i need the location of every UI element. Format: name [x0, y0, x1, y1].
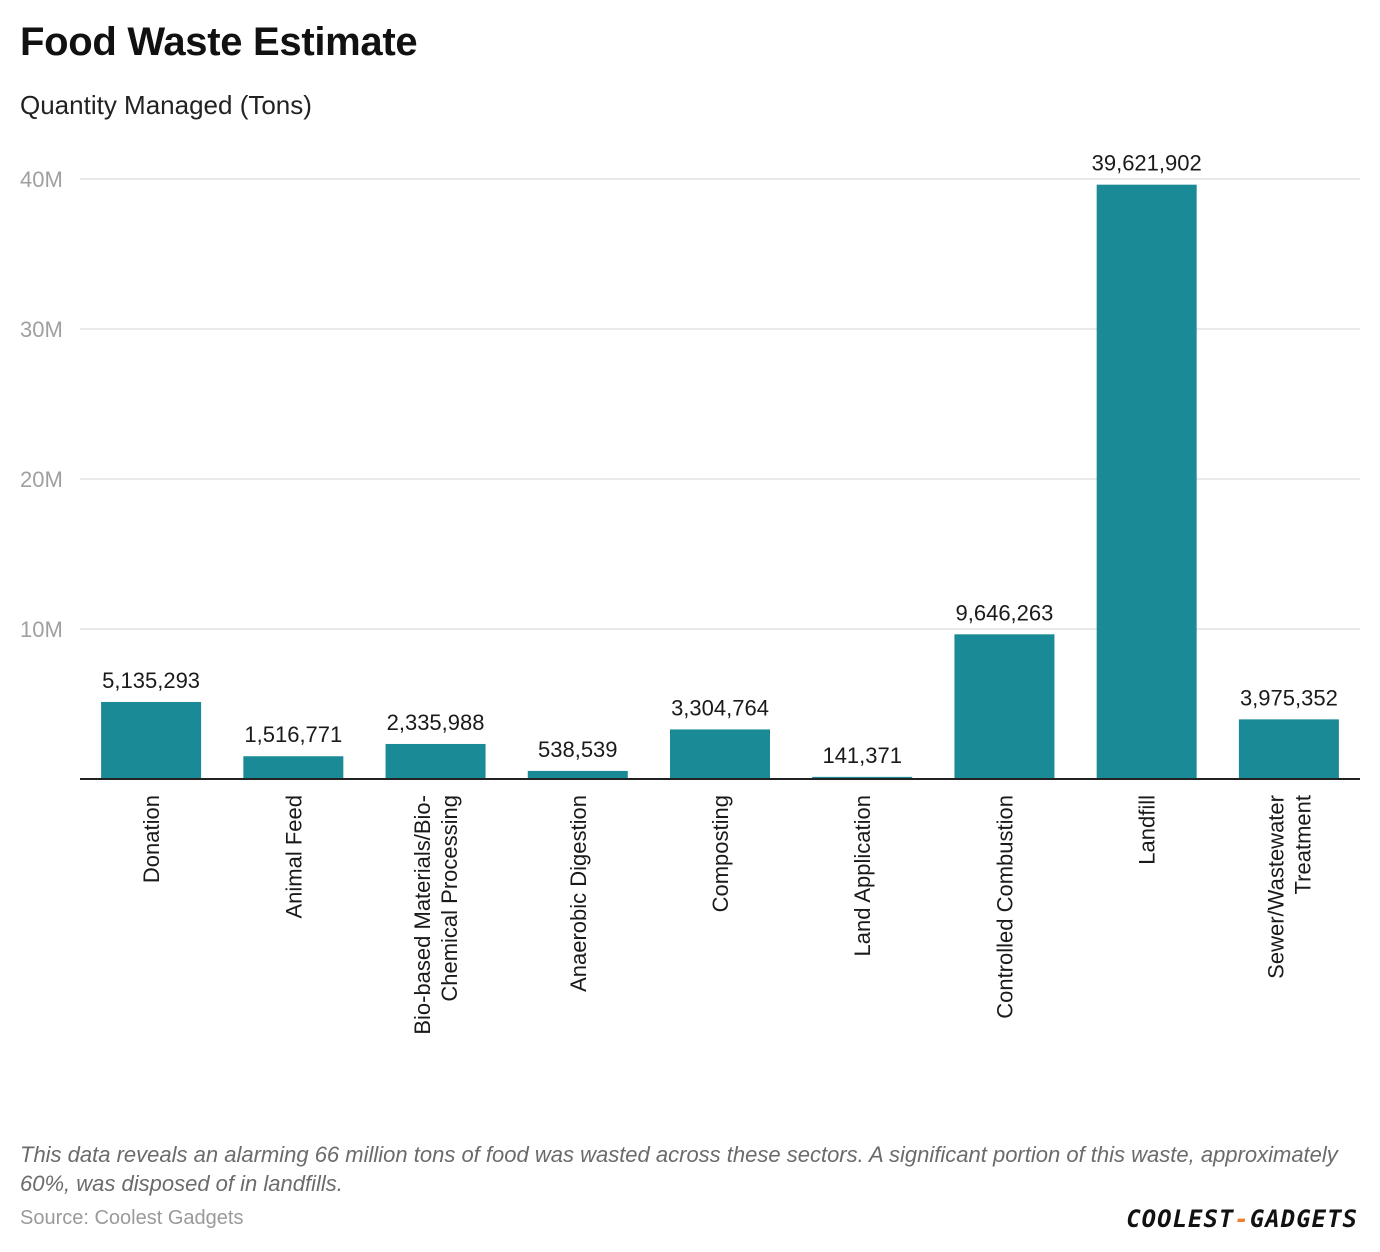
x-tick-label: Land Application	[850, 795, 875, 956]
x-axis-labels: Donation Animal Feed Bio-based Materials/B…	[139, 795, 1315, 1035]
bar-chart: 10M 20M 30M 40M 5,135,293 1,516,771 2,335,988…	[20, 151, 1360, 1035]
data-label: 538,539	[538, 737, 618, 762]
bar	[385, 743, 486, 779]
logo-text-right: GADGETS	[1249, 1205, 1358, 1233]
y-tick-label: 30M	[20, 317, 63, 342]
brand-logo: COOLEST-GADGETS	[1126, 1205, 1358, 1233]
data-label: 3,304,764	[671, 695, 769, 720]
x-tick-label: Donation	[139, 795, 164, 883]
x-tick-label-line: Treatment	[1290, 795, 1315, 894]
y-tick-label: 20M	[20, 467, 63, 492]
data-label: 5,135,293	[102, 668, 200, 693]
data-label: 9,646,263	[956, 600, 1054, 625]
x-tick-label-line: Landfill	[1135, 795, 1160, 865]
logo-dash: -	[1234, 1205, 1250, 1233]
source-text: Source: Coolest Gadgets	[20, 1207, 244, 1229]
value-labels: 5,135,293 1,516,771 2,335,988 538,539 3,304,…	[102, 151, 1338, 768]
x-tick-label-line: Composting	[708, 795, 733, 912]
data-label: 1,516,771	[244, 722, 342, 747]
bar	[243, 756, 344, 779]
x-tick-label: Landfill	[1135, 795, 1160, 865]
x-tick-label-line: Animal Feed	[281, 795, 306, 919]
x-tick-label: Sewer/Wastewater Treatment	[1263, 795, 1315, 979]
data-label: 39,621,902	[1092, 151, 1202, 176]
x-tick-label-line: Donation	[139, 795, 164, 883]
data-label: 141,371	[822, 743, 902, 768]
bar	[954, 634, 1055, 779]
logo-text-left: COOLEST	[1126, 1205, 1235, 1233]
x-tick-label: Bio-based Materials/Bio- Chemical Process…	[410, 795, 462, 1035]
data-label: 2,335,988	[387, 710, 485, 735]
x-tick-label: Anaerobic Digestion	[566, 795, 591, 992]
x-tick-label: Controlled Combustion	[992, 795, 1017, 1019]
x-tick-label-line: Land Application	[850, 795, 875, 956]
data-label: 3,975,352	[1240, 685, 1338, 710]
footnote: This data reveals an alarming 66 million…	[20, 1142, 1338, 1196]
bar	[1096, 184, 1197, 780]
bar	[1238, 719, 1339, 779]
chart-title: Food Waste Estimate	[20, 20, 418, 64]
x-tick-label-line: Controlled Combustion	[992, 795, 1017, 1019]
bar	[670, 729, 770, 779]
bar	[527, 770, 628, 779]
x-tick-label-line: Anaerobic Digestion	[566, 795, 591, 992]
bar	[101, 701, 202, 779]
y-axis-ticks: 10M 20M 30M 40M	[20, 167, 63, 642]
chart-subtitle: Quantity Managed (Tons)	[20, 90, 312, 120]
y-tick-label: 10M	[20, 617, 63, 642]
x-tick-label-line: Bio-based Materials/Bio-	[410, 795, 435, 1035]
y-tick-label: 40M	[20, 167, 63, 192]
x-tick-label-line: Sewer/Wastewater	[1263, 795, 1288, 979]
x-tick-label: Composting	[708, 795, 733, 912]
x-tick-label: Animal Feed	[281, 795, 306, 919]
x-tick-label-line: Chemical Processing	[437, 795, 462, 1002]
bars	[101, 184, 1339, 780]
bar	[812, 776, 913, 779]
